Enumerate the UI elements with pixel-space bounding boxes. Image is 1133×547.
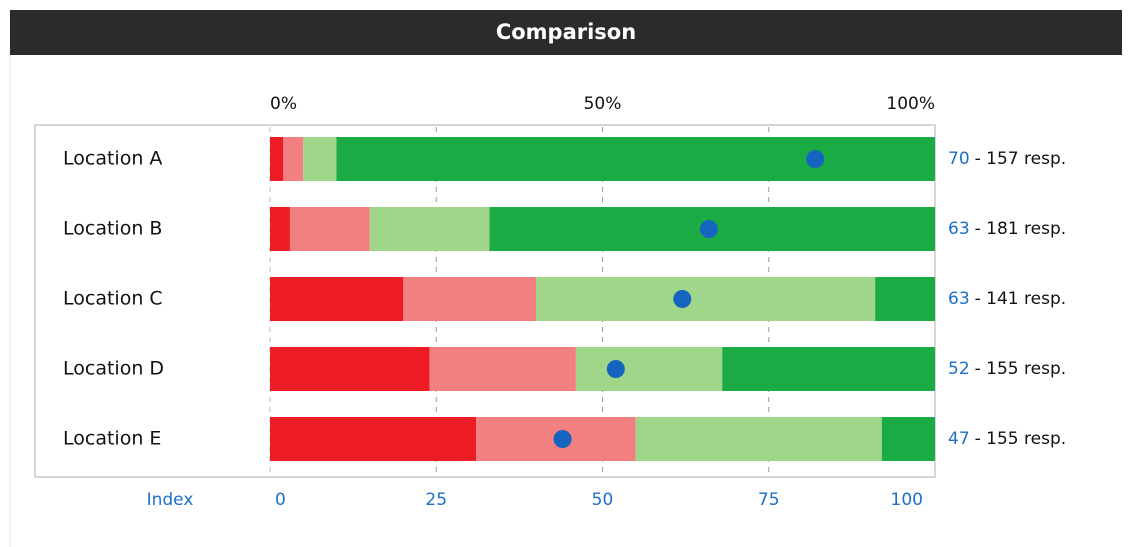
response-label: 52- 155 resp. bbox=[948, 359, 1066, 379]
response-label: 63- 181 resp. bbox=[948, 219, 1066, 239]
bar-segment bbox=[283, 137, 304, 181]
bar-segment bbox=[289, 207, 370, 251]
bar-segment bbox=[536, 277, 876, 321]
marker-dot bbox=[699, 220, 718, 238]
bar-segment bbox=[635, 417, 882, 461]
bar-segment bbox=[429, 347, 576, 391]
index-value: 63 bbox=[948, 289, 970, 309]
category-label: Location A bbox=[63, 148, 162, 170]
response-label: 63- 141 resp. bbox=[948, 289, 1066, 309]
index-value: 63 bbox=[948, 219, 970, 239]
index-tick-label: 75 bbox=[758, 490, 780, 510]
bar-segment bbox=[270, 277, 403, 321]
index-tick-label: 100 bbox=[891, 490, 923, 510]
index-tick-label: 50 bbox=[592, 490, 614, 510]
x-tick-label: 50% bbox=[584, 94, 622, 114]
bar-segment bbox=[722, 347, 935, 391]
index-value: 47 bbox=[948, 429, 970, 449]
marker-dot bbox=[606, 360, 625, 378]
response-count: - 155 resp. bbox=[975, 429, 1067, 449]
header-bar bbox=[10, 10, 1122, 55]
marker-dot bbox=[806, 150, 825, 168]
response-label: 70- 157 resp. bbox=[948, 149, 1066, 169]
bar-segment bbox=[881, 417, 935, 461]
bar-segment bbox=[403, 277, 536, 321]
response-count: - 181 resp. bbox=[975, 219, 1067, 239]
category-label: Location E bbox=[63, 428, 161, 450]
bar-segment bbox=[875, 277, 935, 321]
marker-dot bbox=[553, 430, 572, 448]
response-count: - 155 resp. bbox=[975, 359, 1067, 379]
bar-segment bbox=[270, 347, 430, 391]
index-axis-label: Index bbox=[147, 490, 194, 510]
bar-segment bbox=[303, 137, 337, 181]
index-value: 52 bbox=[948, 359, 970, 379]
index-value: 70 bbox=[948, 149, 970, 169]
bar-segment bbox=[270, 207, 290, 251]
bar-segment bbox=[369, 207, 490, 251]
bar-segment bbox=[270, 417, 477, 461]
index-tick-label: 0 bbox=[275, 490, 286, 510]
response-count: - 157 resp. bbox=[975, 149, 1067, 169]
bar-segment bbox=[336, 137, 935, 181]
x-tick-label: 100% bbox=[886, 94, 935, 114]
response-label: 47- 155 resp. bbox=[948, 429, 1066, 449]
bar-segment bbox=[270, 137, 284, 181]
response-count: - 141 resp. bbox=[975, 289, 1067, 309]
chart-title: Comparison bbox=[496, 20, 636, 44]
marker-dot bbox=[673, 290, 692, 308]
category-label: Location C bbox=[63, 288, 163, 310]
bar-segment bbox=[575, 347, 723, 391]
x-tick-label: 0% bbox=[270, 94, 297, 114]
category-label: Location D bbox=[63, 358, 164, 380]
index-tick-label: 25 bbox=[425, 490, 447, 510]
category-label: Location B bbox=[63, 218, 162, 240]
